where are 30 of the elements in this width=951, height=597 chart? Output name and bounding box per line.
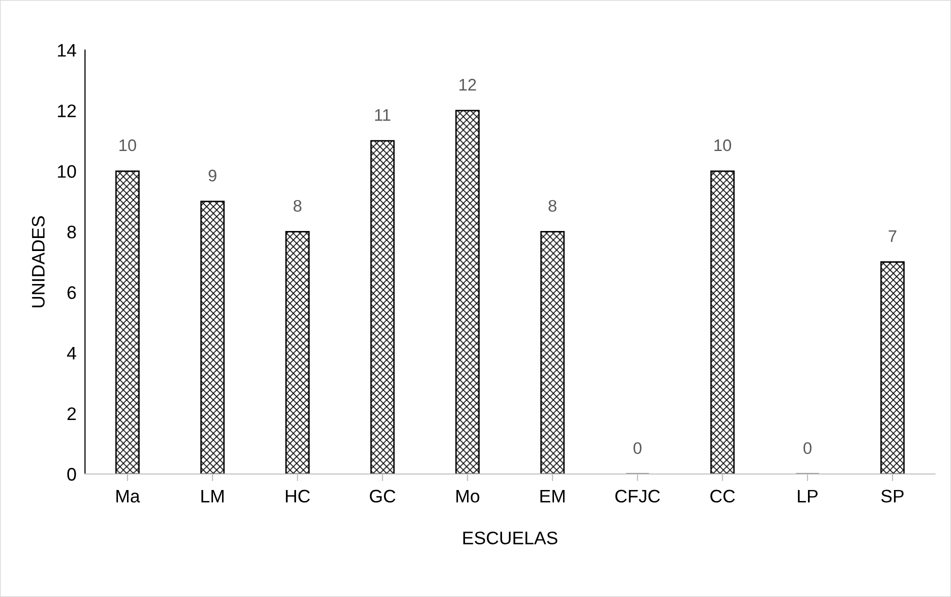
y-tick-label: 8 — [67, 226, 76, 238]
x-tick-label: CFJC — [615, 490, 660, 503]
data-label: 10 — [714, 139, 732, 152]
x-tick-label: SP — [881, 490, 904, 503]
data-label: 8 — [294, 200, 302, 212]
y-tick-label: 6 — [68, 286, 76, 300]
y-axis-title: UNIDADES — [32, 216, 45, 308]
y-tick-label: 4 — [67, 346, 76, 360]
x-tick-label: CC — [710, 490, 735, 503]
x-tick-label: EM — [540, 490, 565, 502]
data-label: 8 — [548, 200, 556, 212]
x-tick-label: LP — [798, 490, 818, 502]
y-tick-label: 0 — [67, 468, 76, 481]
data-label: 0 — [634, 442, 642, 454]
x-tick-label: GC — [370, 490, 396, 503]
data-label: 7 — [888, 230, 896, 242]
x-tick-label: Mo — [456, 490, 480, 503]
x-tick-label: HC — [286, 490, 310, 503]
y-tick-label: 2 — [68, 407, 76, 420]
x-tick-label: LM — [201, 490, 224, 502]
y-tick-label: 12 — [58, 104, 76, 118]
y-tick-label: 10 — [58, 165, 76, 178]
data-label: 0 — [804, 442, 812, 454]
x-tick-label: Ma — [116, 490, 140, 503]
y-tick-label: 14 — [58, 44, 76, 57]
data-label: 10 — [120, 139, 136, 152]
data-label: 12 — [460, 78, 476, 90]
data-label: 11 — [375, 109, 390, 121]
data-label: 9 — [208, 170, 216, 182]
x-axis-title: ESCUELAS — [463, 532, 558, 544]
